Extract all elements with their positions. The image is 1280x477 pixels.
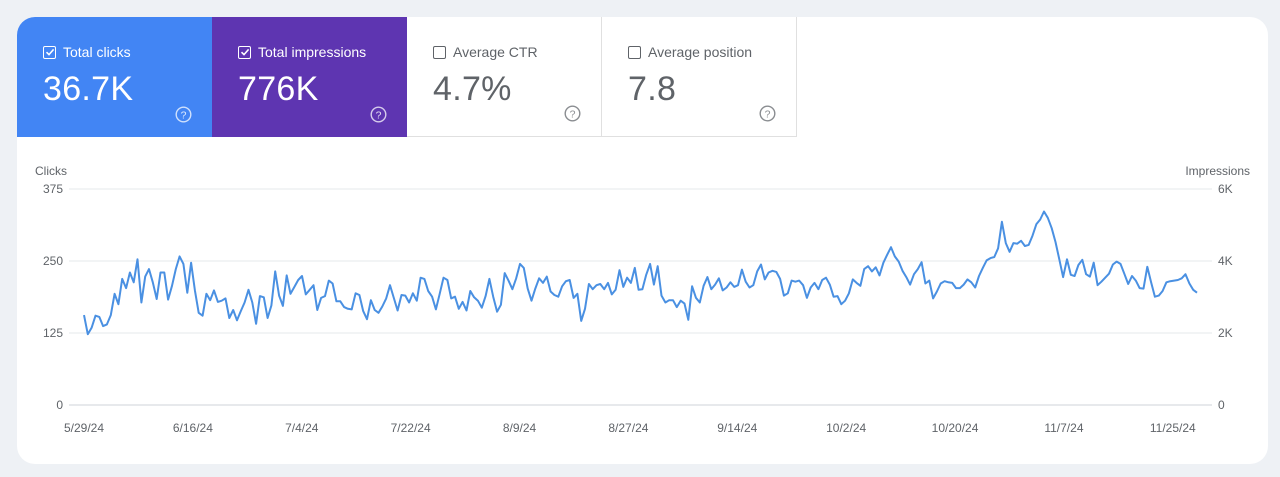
checkbox-unchecked-icon[interactable]	[628, 45, 641, 59]
help-circle-icon[interactable]: ?	[564, 105, 581, 122]
x-tick-label: 5/29/24	[64, 421, 104, 435]
checkbox-checked-icon[interactable]	[43, 45, 56, 59]
metric-header: Total clicks	[43, 43, 212, 61]
svg-text:?: ?	[765, 108, 771, 120]
metric-label: Total impressions	[258, 44, 367, 60]
metric-tile-average-position[interactable]: Average position 7.8 ?	[602, 17, 797, 137]
metric-value: 36.7K	[43, 70, 134, 108]
x-tick-label: 7/4/24	[285, 421, 319, 435]
x-tick-label: 11/7/24	[1044, 421, 1083, 435]
y-right-tick-label: 4K	[1218, 254, 1233, 268]
x-tick-label: 6/16/24	[173, 421, 213, 435]
metric-tile-total-impressions[interactable]: Total impressions 776K ?	[212, 17, 407, 137]
help-circle-icon[interactable]: ?	[370, 106, 387, 123]
metric-label: Average position	[648, 44, 753, 60]
help-circle-icon[interactable]: ?	[175, 106, 192, 123]
series-lines	[83, 210, 1198, 336]
metric-tiles: Total clicks 36.7K ? Total impressions 7…	[17, 17, 797, 137]
y-right-tick-label: 6K	[1218, 182, 1233, 196]
metric-value: 776K	[238, 70, 319, 108]
x-tick-label: 10/20/24	[932, 421, 979, 435]
y-right-tick-label: 2K	[1218, 326, 1233, 340]
x-tick-label: 8/9/24	[503, 421, 537, 435]
grid-lines	[69, 188, 1212, 406]
y-axis-left-title: Clicks	[35, 164, 67, 178]
metric-value: 7.8	[628, 70, 677, 108]
checkbox-unchecked-icon[interactable]	[433, 45, 446, 59]
x-tick-label: 11/25/24	[1150, 421, 1196, 435]
performance-card: Total clicks 36.7K ? Total impressions 7…	[17, 17, 1268, 464]
metric-header: Average position	[628, 43, 796, 61]
x-tick-label: 8/27/24	[608, 421, 648, 435]
metric-tile-total-clicks[interactable]: Total clicks 36.7K ?	[17, 17, 212, 137]
metric-value: 4.7%	[433, 70, 512, 108]
y-left-tick-label: 0	[56, 398, 63, 412]
metric-header: Total impressions	[238, 43, 407, 61]
x-tick-label: 9/14/24	[717, 421, 757, 435]
metric-header: Average CTR	[433, 43, 601, 61]
y-right-tick-label: 0	[1218, 398, 1225, 412]
y-axis-right-title: Impressions	[1185, 164, 1250, 178]
svg-text:?: ?	[376, 109, 382, 121]
checkbox-checked-icon[interactable]	[238, 45, 251, 59]
metric-tile-average-ctr[interactable]: Average CTR 4.7% ?	[407, 17, 602, 137]
series-line-total-clicks	[83, 210, 1198, 336]
x-tick-label: 7/22/24	[391, 421, 431, 435]
svg-text:?: ?	[570, 108, 576, 120]
svg-text:?: ?	[181, 109, 187, 121]
y-left-tick-label: 375	[43, 182, 63, 196]
help-circle-icon[interactable]: ?	[759, 105, 776, 122]
y-left-tick-label: 250	[43, 254, 63, 268]
y-left-tick-label: 125	[43, 326, 63, 340]
metric-label: Average CTR	[453, 44, 538, 60]
metric-label: Total clicks	[63, 44, 131, 60]
x-tick-label: 10/2/24	[826, 421, 866, 435]
